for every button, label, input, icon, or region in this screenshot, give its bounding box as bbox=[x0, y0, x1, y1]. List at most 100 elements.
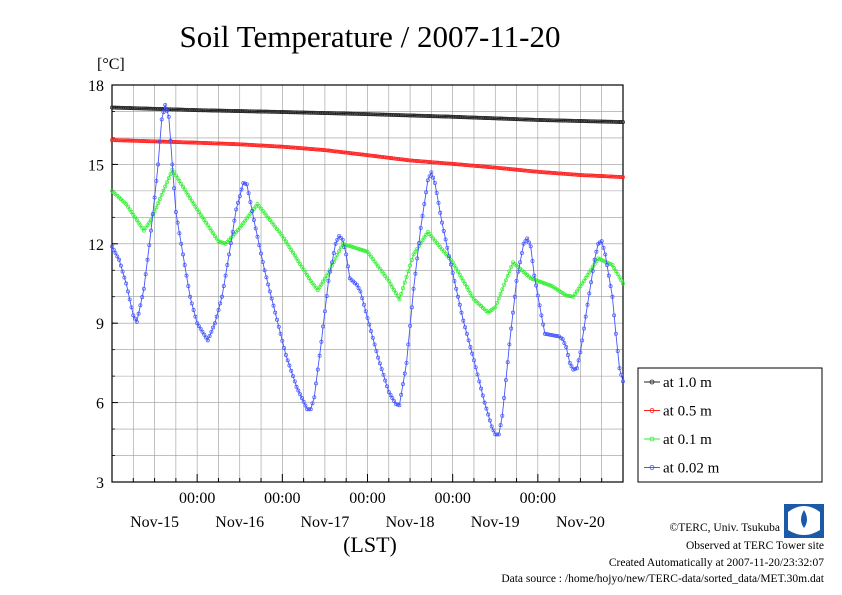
series-point-0 bbox=[564, 118, 569, 123]
series-point-3 bbox=[140, 295, 145, 300]
series-point-3 bbox=[447, 254, 452, 259]
series-point-1 bbox=[571, 172, 576, 177]
series-point-2 bbox=[181, 184, 185, 189]
series-point-2 bbox=[548, 283, 553, 288]
series-point-1 bbox=[177, 140, 182, 145]
series-point-1 bbox=[115, 138, 120, 143]
series-point-1 bbox=[583, 173, 588, 178]
series-point-3 bbox=[450, 270, 455, 275]
series-point-2 bbox=[294, 256, 299, 261]
series-point-1 bbox=[196, 140, 201, 145]
series-point-3 bbox=[175, 220, 180, 225]
series-point-3 bbox=[496, 432, 501, 437]
series-point-3 bbox=[413, 271, 418, 276]
series-point-2 bbox=[358, 247, 363, 252]
series-point-3 bbox=[511, 310, 515, 315]
series-point-3 bbox=[372, 342, 377, 347]
series-point-2 bbox=[209, 228, 214, 233]
series-point-0 bbox=[392, 112, 397, 117]
series-point-3 bbox=[362, 302, 366, 307]
series-point-0 bbox=[113, 105, 118, 110]
x-axis: 00:00Nov-1500:00Nov-1600:00Nov-1700:00No… bbox=[111, 474, 624, 531]
x-tick-time-label: 00:00 bbox=[349, 490, 385, 507]
series-point-0 bbox=[234, 109, 239, 113]
series-point-1 bbox=[606, 174, 611, 179]
series-point-2 bbox=[351, 245, 356, 250]
series-point-1 bbox=[390, 156, 395, 161]
series-point-2 bbox=[461, 278, 466, 283]
series-point-3 bbox=[179, 241, 184, 246]
series-point-2 bbox=[503, 278, 508, 283]
series-point-0 bbox=[120, 105, 125, 110]
series-point-0 bbox=[294, 110, 299, 115]
series-point-1 bbox=[377, 154, 382, 159]
series-point-2 bbox=[305, 273, 310, 278]
series-point-2 bbox=[301, 267, 306, 272]
series-point-3 bbox=[431, 175, 436, 180]
series-point-1 bbox=[495, 165, 499, 170]
series-point-1 bbox=[376, 154, 381, 159]
series-point-2 bbox=[356, 246, 361, 251]
series-point-3 bbox=[592, 257, 597, 262]
series-point-3 bbox=[583, 314, 588, 319]
series-point-3 bbox=[461, 318, 466, 323]
series-point-3 bbox=[269, 296, 274, 301]
series-point-2 bbox=[204, 220, 208, 225]
series-point-2 bbox=[321, 279, 326, 284]
series-point-1 bbox=[189, 140, 194, 145]
series-point-3 bbox=[214, 314, 219, 319]
series-point-3 bbox=[166, 114, 171, 119]
series-point-0 bbox=[583, 119, 588, 124]
series-point-0 bbox=[287, 110, 292, 115]
series-point-1 bbox=[557, 171, 562, 176]
series-point-1 bbox=[473, 163, 478, 168]
series-point-0 bbox=[191, 108, 196, 112]
series-point-2 bbox=[283, 239, 288, 244]
series-point-2 bbox=[186, 193, 191, 198]
series-point-0 bbox=[273, 109, 278, 114]
legend-label: at 1.0 m bbox=[663, 375, 712, 391]
legend-swatch-marker bbox=[649, 465, 655, 470]
series-point-0 bbox=[509, 116, 514, 121]
series-point-3 bbox=[212, 321, 217, 326]
series-point-3 bbox=[237, 194, 242, 199]
series-point-0 bbox=[468, 115, 473, 120]
series-point-1 bbox=[480, 164, 485, 169]
series-point-3 bbox=[612, 313, 617, 318]
series-point-0 bbox=[266, 109, 271, 114]
series-point-2 bbox=[376, 264, 381, 269]
series-point-1 bbox=[597, 174, 602, 178]
series-point-1 bbox=[234, 142, 239, 147]
series-point-1 bbox=[182, 140, 187, 145]
series-point-3 bbox=[317, 353, 322, 358]
series-point-3 bbox=[363, 309, 368, 314]
series-point-3 bbox=[370, 335, 375, 340]
series-point-3 bbox=[560, 337, 565, 342]
series-point-3 bbox=[186, 284, 191, 289]
series-point-2 bbox=[395, 294, 400, 299]
series-point-2 bbox=[216, 239, 221, 244]
series-point-1 bbox=[397, 157, 402, 162]
series-point-2 bbox=[133, 215, 138, 220]
series-point-1 bbox=[399, 157, 404, 162]
series-point-3 bbox=[392, 398, 397, 403]
series-point-1 bbox=[220, 141, 224, 146]
series-point-0 bbox=[314, 110, 318, 115]
series-point-3 bbox=[218, 301, 223, 306]
series-point-3 bbox=[193, 314, 198, 319]
series-point-1 bbox=[612, 174, 617, 179]
series-point-1 bbox=[204, 141, 208, 145]
series-point-3 bbox=[191, 308, 196, 312]
series-point-3 bbox=[120, 269, 125, 274]
series-point-3 bbox=[615, 349, 620, 353]
series-point-3 bbox=[220, 294, 224, 299]
series-point-3 bbox=[567, 360, 572, 365]
series-point-3 bbox=[502, 396, 507, 400]
series-point-0 bbox=[557, 118, 562, 123]
series-point-0 bbox=[605, 119, 609, 124]
series-point-1 bbox=[165, 139, 169, 144]
series-point-3 bbox=[482, 400, 487, 405]
series-point-3 bbox=[532, 273, 537, 278]
series-point-1 bbox=[418, 159, 423, 164]
series-point-0 bbox=[149, 106, 153, 111]
